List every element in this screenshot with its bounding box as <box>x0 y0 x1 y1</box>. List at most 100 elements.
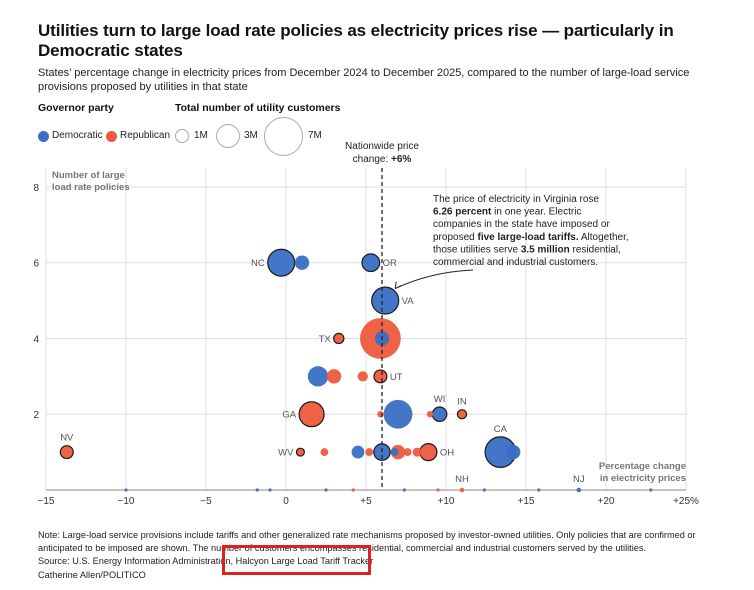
data-point <box>482 488 487 492</box>
data-point <box>390 448 399 457</box>
data-point <box>383 399 413 429</box>
x-axis-title: in electricity prices <box>600 473 686 484</box>
scatter-chart: −15 −10 −5 0 +5 +10 +15 +20 +25% 2 4 6 8 Number of la… <box>33 141 699 507</box>
state-label: VA <box>402 296 415 307</box>
nationwide-value-label: change: +6% <box>353 154 412 165</box>
y-tick-label: 2 <box>33 410 39 421</box>
highlight-box <box>222 545 371 575</box>
data-point <box>268 488 272 492</box>
annotation-line: companies in the state have imposed or <box>433 219 610 230</box>
data-point <box>576 487 582 493</box>
annotation-line: proposed five large-load tariffs. Altoge… <box>433 232 629 243</box>
data-point <box>351 445 365 459</box>
state-label: NV <box>60 433 74 444</box>
legend-size-7m-label: 7M <box>308 130 322 141</box>
legend-size-heading: Total number of utility customers <box>175 102 341 114</box>
x-tick-label: +10 <box>438 496 455 507</box>
legend-size-1m-circle <box>175 129 189 143</box>
data-point <box>377 411 384 418</box>
legend-size-1m-label: 1M <box>194 130 208 141</box>
source-prefix: Source: U.S. Energy Information Administ… <box>38 556 236 566</box>
y-tick-label: 8 <box>33 183 39 194</box>
x-axis-title: Percentage change <box>599 461 686 472</box>
data-point <box>361 253 381 273</box>
data-point <box>333 332 345 345</box>
state-label: OH <box>440 448 454 459</box>
data-point <box>402 488 407 492</box>
state-label: UT <box>390 372 403 383</box>
y-tick-label: 6 <box>33 259 39 270</box>
x-tick-label: +5 <box>360 496 372 507</box>
data-points: NC OR VA TX UT GA WI IN NV WV OH CA NH NJ <box>59 248 653 493</box>
annotation-line: those utilities serve 3.5 million reside… <box>433 244 621 255</box>
x-tick-label: +25% <box>673 496 699 507</box>
data-point <box>506 444 521 460</box>
state-label: WV <box>278 448 294 459</box>
data-point <box>419 442 438 462</box>
state-label: GA <box>282 410 296 421</box>
data-point <box>298 401 325 428</box>
data-point <box>255 488 259 492</box>
state-label: WI <box>434 394 446 405</box>
y-tick-label: 4 <box>33 334 39 345</box>
axis-labels: −15 −10 −5 0 +5 +10 +15 +20 +25% 2 4 6 8 Number of la… <box>33 170 699 507</box>
legend-size-3m-label: 3M <box>244 130 258 141</box>
data-point <box>307 366 329 387</box>
data-point <box>294 255 310 270</box>
y-axis-title: load rate policies <box>52 182 130 193</box>
nationwide-reference: Nationwide price change: +6% <box>345 141 419 490</box>
data-point <box>436 488 440 492</box>
chart-title: Utilities turn to large load rate polici… <box>38 21 674 60</box>
x-tick-label: −5 <box>200 496 212 507</box>
data-point <box>431 406 448 423</box>
legend-republican-label: Republican <box>120 130 171 141</box>
x-tick-label: 0 <box>283 496 289 507</box>
annotation-arrow <box>394 269 474 290</box>
data-point <box>649 488 653 492</box>
data-point <box>295 447 305 457</box>
data-point <box>365 448 374 457</box>
data-point <box>412 447 422 457</box>
data-point <box>373 369 388 384</box>
data-point <box>59 445 74 460</box>
data-point <box>459 487 465 493</box>
y-axis-title: Number of large <box>52 170 125 181</box>
source-highlight: Halcyon Large Load Tariff Tracker <box>235 556 374 566</box>
legend-republican-swatch <box>106 131 117 142</box>
x-tick-label: +15 <box>518 496 535 507</box>
x-tick-label: +20 <box>598 496 615 507</box>
data-point <box>456 409 468 420</box>
data-point <box>320 448 329 457</box>
data-point <box>324 488 328 492</box>
annotation-line: 6.26 percent in one year. Electric <box>433 207 581 218</box>
data-point <box>124 488 128 492</box>
x-tick-label: −15 <box>38 496 55 507</box>
data-point <box>267 248 296 277</box>
annotation-line: The price of electricity in Virginia ros… <box>433 194 599 205</box>
footnote: Note: Large-load service provisions incl… <box>38 530 696 553</box>
data-point <box>371 286 400 315</box>
legend-democratic-label: Democratic <box>52 130 103 141</box>
annotation-arrowhead <box>394 281 402 290</box>
state-label: CA <box>494 424 508 435</box>
credit-line: Catherine Allen/POLITICO <box>38 570 146 580</box>
nationwide-label: Nationwide price <box>345 141 419 152</box>
data-point <box>426 411 434 418</box>
state-label: NJ <box>573 474 585 485</box>
legend-democratic-swatch <box>38 131 49 142</box>
x-tick-label: −10 <box>118 496 135 507</box>
data-point <box>403 448 412 457</box>
data-point <box>537 488 541 492</box>
data-point <box>351 488 355 492</box>
state-label: NH <box>455 474 469 485</box>
data-point <box>326 369 342 384</box>
state-label: NC <box>251 258 265 269</box>
state-label: TX <box>319 334 332 345</box>
annotation-line: commercial and industrial customers. <box>433 257 598 268</box>
state-label: IN <box>457 397 467 408</box>
state-label: OR <box>383 258 397 269</box>
data-point <box>357 371 368 382</box>
legend-size-3m-circle <box>216 124 240 148</box>
source-line: Source: U.S. Energy Information Administ… <box>38 556 373 566</box>
legend-party-heading: Governor party <box>38 102 114 114</box>
